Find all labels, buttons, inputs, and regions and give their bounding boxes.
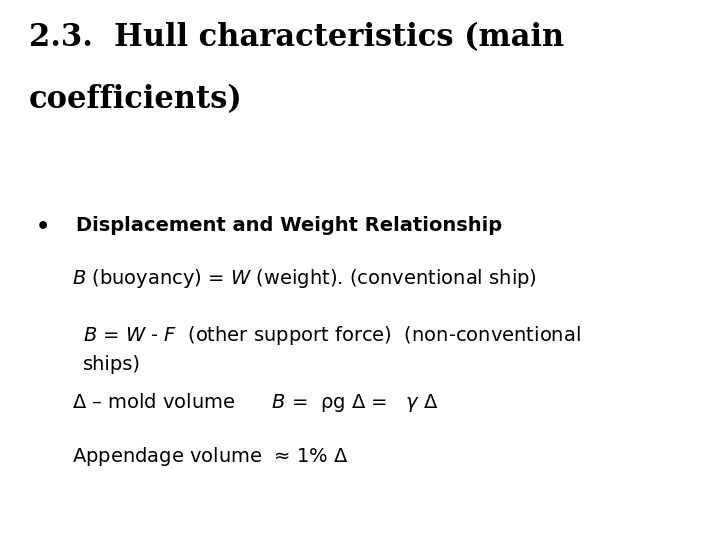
Text: Appendage volume  ≈ 1% $\Delta$: Appendage volume ≈ 1% $\Delta$ — [72, 446, 348, 469]
Text: $\mathit{B}$ = $\mathit{W}$ - $\mathit{F}$  (other support force)  (non-conventi: $\mathit{B}$ = $\mathit{W}$ - $\mathit{F… — [83, 324, 581, 374]
Text: Displacement and Weight Relationship: Displacement and Weight Relationship — [76, 216, 502, 235]
Text: $\mathit{B}$ (buoyancy) = $\mathit{W}$ (weight). (conventional ship): $\mathit{B}$ (buoyancy) = $\mathit{W}$ (… — [72, 267, 537, 291]
Text: •: • — [36, 216, 50, 238]
Text: $\Delta$ – mold volume      $\mathit{B}$ =  ρg $\Delta$ =   $\gamma$ $\Delta$: $\Delta$ – mold volume $\mathit{B}$ = ρg… — [72, 392, 438, 415]
Text: 2.3.  Hull characteristics (main: 2.3. Hull characteristics (main — [29, 22, 564, 52]
Text: coefficients): coefficients) — [29, 84, 243, 114]
